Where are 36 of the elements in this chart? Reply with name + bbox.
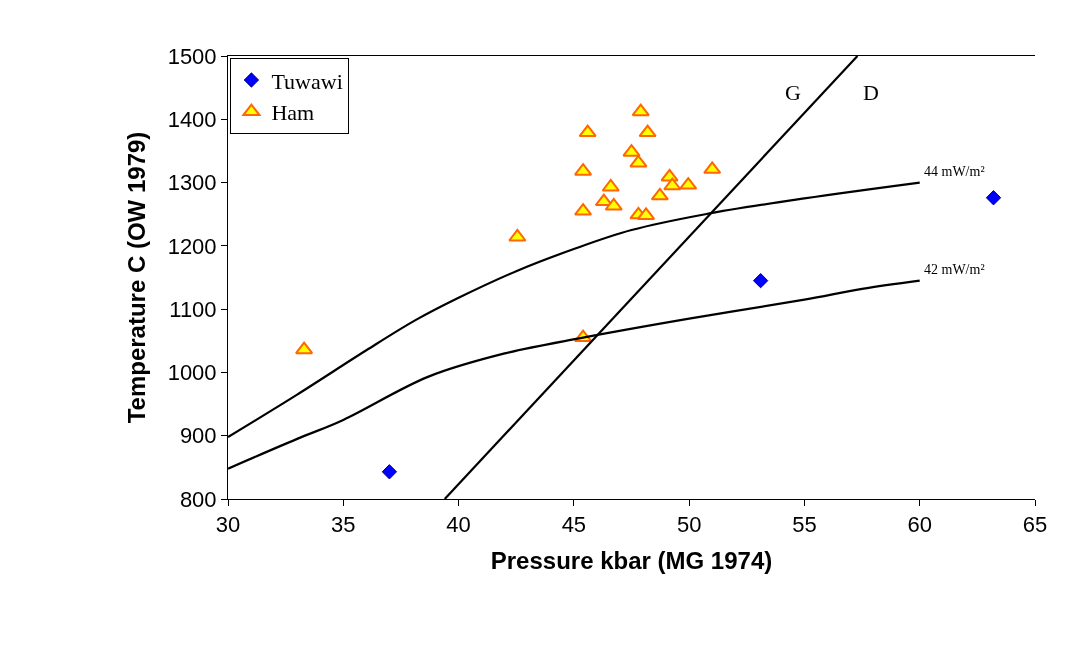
point: [638, 124, 657, 138]
x-tick-label: 45: [561, 512, 587, 538]
x-tick-label: 40: [446, 512, 471, 538]
point: [381, 464, 398, 480]
y-tick-label: 900: [179, 423, 217, 449]
point: [604, 197, 623, 211]
x-axis-title: Pressure kbar (MG 1974): [490, 546, 773, 574]
y-axis-title: Temperature C (OW 1979): [122, 131, 150, 424]
point: [594, 193, 613, 207]
x-tick-label: 55: [792, 512, 817, 538]
point: [663, 177, 682, 191]
point: [629, 154, 648, 168]
point: [631, 103, 650, 117]
annotation: G: [785, 80, 801, 105]
x-tick-label: 65: [1022, 512, 1048, 538]
annotation: D: [863, 80, 879, 105]
x-tick-label: 35: [331, 512, 356, 538]
legend-label: Tuwawi: [271, 68, 343, 94]
series-label: 44 mW/m²: [924, 164, 985, 179]
y-tick-label: 1000: [167, 360, 217, 386]
y-tick-label: 1300: [167, 170, 217, 196]
point: [985, 190, 1002, 206]
point: [295, 341, 314, 355]
y-tick-label: 1200: [167, 233, 217, 259]
y-tick-label: 1400: [167, 106, 217, 132]
point: [650, 187, 669, 201]
x-tick-label: 60: [907, 512, 932, 538]
x-tick-label: 50: [676, 512, 702, 538]
point: [752, 273, 769, 289]
legend-label: Ham: [271, 100, 315, 126]
x-tick-label: 30: [215, 512, 241, 538]
point: [578, 124, 597, 138]
y-tick-label: 1500: [167, 43, 217, 69]
series-label: 42 mW/m²: [924, 262, 985, 277]
y-tick-label: 1100: [169, 296, 217, 322]
y-tick-label: 800: [179, 486, 217, 512]
